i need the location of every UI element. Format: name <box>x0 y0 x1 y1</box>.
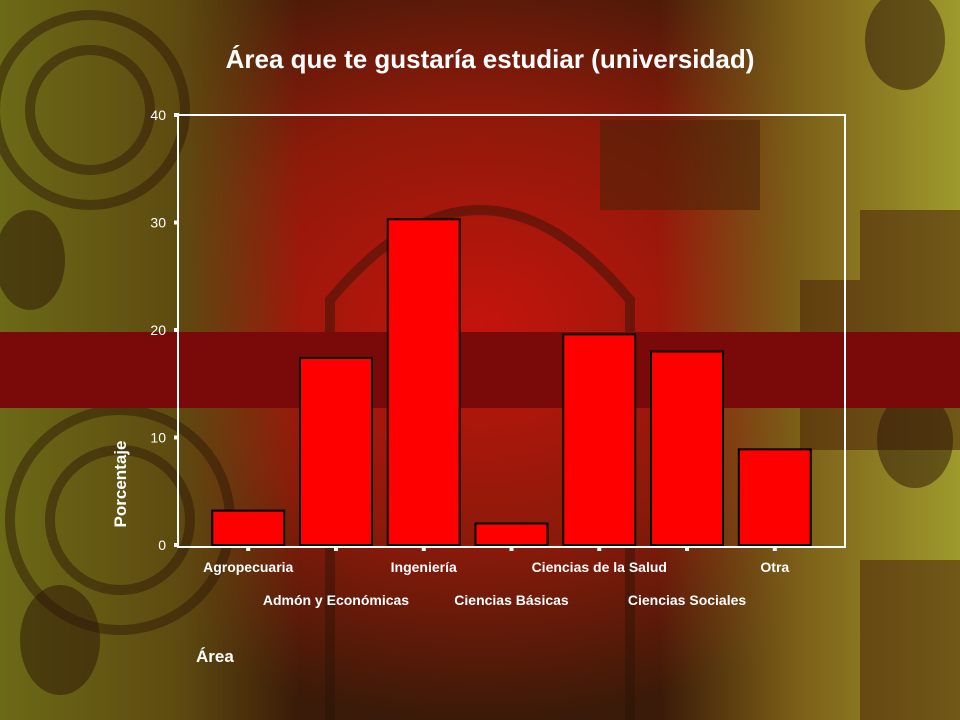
y-tick-mark <box>174 113 179 117</box>
x-tick-mark <box>509 546 514 551</box>
y-tick-label: 0 <box>158 537 166 553</box>
x-tick-mark <box>597 546 602 551</box>
x-tick-label: Ciencias Básicas <box>454 592 569 608</box>
y-tick-mark <box>174 543 179 547</box>
x-tick-label: Ciencias de la Salud <box>532 559 667 575</box>
x-tick-label: Otra <box>760 559 789 575</box>
y-tick-mark <box>174 435 179 440</box>
y-axis-label: Porcentaje <box>111 441 130 528</box>
x-tick-mark <box>333 546 338 551</box>
x-tick-mark <box>246 546 251 551</box>
bar-ciencias-de-la-salud <box>562 333 637 546</box>
chart-title: Área que te gustaría estudiar (universid… <box>226 44 755 74</box>
x-tick-mark <box>421 546 426 551</box>
bar-otra <box>737 448 812 547</box>
bar-adm-n-y-econ-micas <box>298 356 373 547</box>
x-tick-mark <box>685 546 690 551</box>
bar-agropecuaria <box>211 509 286 547</box>
bar-ciencias-b-sicas <box>474 522 549 546</box>
y-tick-label: 40 <box>150 107 166 123</box>
bar-ingenier-a <box>386 218 461 546</box>
x-tick-mark <box>772 546 777 551</box>
red-band <box>0 332 960 408</box>
x-tick-label: Ingeniería <box>391 559 457 575</box>
bars-group <box>211 218 812 547</box>
x-tick-label: Ciencias Sociales <box>628 592 747 608</box>
y-tick-mark <box>174 220 179 225</box>
x-tick-label: Admón y Económicas <box>263 592 409 608</box>
x-tick-label: Agropecuaria <box>203 559 293 575</box>
x-axis: Agropecuaria Admón y Económicas Ingeniería… <box>203 546 789 608</box>
x-axis-label: Área <box>196 647 234 666</box>
y-tick-label: 30 <box>150 215 166 231</box>
y-tick-mark <box>174 328 179 332</box>
bar-ciencias-sociales <box>650 350 725 546</box>
y-tick-label: 10 <box>150 430 166 446</box>
y-tick-label: 20 <box>150 322 166 338</box>
y-axis: 0 10 20 30 40 <box>150 107 179 553</box>
